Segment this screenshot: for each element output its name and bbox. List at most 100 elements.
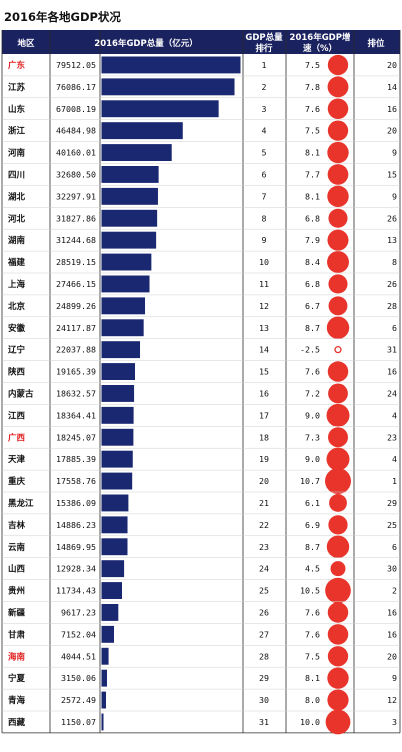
region-label: 宁夏 <box>8 673 26 684</box>
region-label: 山东 <box>8 104 26 115</box>
region-label: 安徽 <box>8 323 26 334</box>
table-row: 江西 18364.41 17 9.0 4 <box>2 403 400 427</box>
header-rank-line1: GDP总量 <box>245 32 283 43</box>
gdp-value-label: 1150.07 <box>61 717 96 727</box>
gdp-rank-label: 1 <box>262 60 267 70</box>
gdp-value-label: 17885.39 <box>56 454 96 464</box>
growth-rank-label: 13 <box>387 235 397 245</box>
gdp-bar <box>101 625 115 643</box>
growth-circle <box>327 361 349 382</box>
growth-rank-label: 1 <box>392 476 397 486</box>
gdp-value-label: 18364.41 <box>56 410 96 420</box>
table-row: 湖北 32297.91 7 8.1 9 <box>2 185 400 208</box>
growth-rank-label: 31 <box>387 345 397 355</box>
gdp-value-label: 28519.15 <box>56 257 96 267</box>
gdp-rank-label: 29 <box>259 673 269 683</box>
table-row: 辽宁 22037.88 14 -2.5 31 <box>2 338 400 359</box>
table-row: 广东 79512.05 1 7.5 20 <box>8 54 397 76</box>
gdp-bar <box>101 275 150 293</box>
gdp-value-label: 11734.43 <box>56 586 96 596</box>
table-row: 贵州 11734.43 25 10.5 2 <box>2 577 400 604</box>
gdp-rank-label: 24 <box>259 564 269 574</box>
gdp-value-label: 31244.68 <box>56 235 96 245</box>
growth-value-label: 6.7 <box>305 301 320 311</box>
growth-circle <box>327 164 349 185</box>
region-label: 浙江 <box>8 126 26 137</box>
growth-circle <box>326 535 350 558</box>
growth-rank-label: 25 <box>387 520 397 530</box>
gdp-rank-label: 19 <box>259 454 269 464</box>
growth-circle <box>326 316 350 339</box>
region-label: 重庆 <box>8 476 26 487</box>
region-label: 陕西 <box>8 367 26 378</box>
table-row: 河南 40160.01 5 8.1 9 <box>2 141 400 164</box>
gdp-rank-label: 22 <box>259 520 269 530</box>
growth-value-label: -2.5 <box>300 345 320 355</box>
growth-rank-label: 6 <box>392 323 397 333</box>
gdp-rank-label: 3 <box>262 104 267 114</box>
growth-value-label: 6.1 <box>305 498 320 508</box>
gdp-rank-label: 27 <box>259 629 269 639</box>
growth-circle <box>334 345 342 354</box>
gdp-value-label: 17558.76 <box>56 476 96 486</box>
growth-rank-label: 20 <box>387 60 397 70</box>
growth-rank-label: 16 <box>387 367 397 377</box>
growth-value-label: 7.5 <box>305 126 320 136</box>
region-label: 甘肃 <box>8 629 26 640</box>
region-label: 天津 <box>8 454 26 465</box>
gdp-bar <box>101 604 119 621</box>
region-label: 青海 <box>8 695 26 706</box>
gdp-value-label: 9617.23 <box>61 607 96 617</box>
gdp-value-label: 40160.01 <box>56 148 96 158</box>
gdp-rank-label: 21 <box>259 498 269 508</box>
region-label: 北京 <box>8 301 26 312</box>
gdp-bar <box>101 516 128 534</box>
growth-value-label: 7.6 <box>305 104 320 114</box>
gdp-bar <box>101 78 235 96</box>
region-label: 山西 <box>8 564 26 575</box>
growth-value-label: 7.6 <box>305 607 320 617</box>
table-row: 天津 17885.39 19 9.0 4 <box>2 447 400 471</box>
region-label: 上海 <box>8 279 26 290</box>
gdp-bar <box>101 231 157 249</box>
header-growth-line1: 2016年GDP增 <box>290 32 351 43</box>
table-row: 山西 12928.34 24 4.5 30 <box>2 557 400 578</box>
growth-circle <box>326 403 350 427</box>
gdp-bar <box>101 647 109 665</box>
gdp-rank-label: 6 <box>262 169 267 179</box>
gdp-value-label: 79512.05 <box>56 60 96 70</box>
gdp-rank-label: 15 <box>259 367 269 377</box>
gdp-rank-label: 7 <box>262 191 267 201</box>
growth-rank-label: 9 <box>392 673 397 683</box>
growth-value-label: 10.0 <box>300 717 320 727</box>
table-row: 河北 31827.86 8 6.8 26 <box>2 207 400 228</box>
growth-circle <box>327 98 349 119</box>
growth-value-label: 7.5 <box>305 60 320 70</box>
header-growth-rank: 排位 <box>367 38 385 49</box>
region-label: 内蒙古 <box>8 388 34 399</box>
growth-circle <box>326 447 350 471</box>
growth-value-label: 4.5 <box>305 564 320 574</box>
growth-value-label: 7.8 <box>305 82 320 92</box>
growth-circle <box>327 141 349 164</box>
growth-rank-label: 15 <box>387 169 397 179</box>
gdp-value-label: 4044.51 <box>61 651 96 661</box>
gdp-bar <box>101 406 134 424</box>
growth-value-label: 9.0 <box>305 454 320 464</box>
gdp-value-label: 31827.86 <box>56 213 96 223</box>
region-label: 云南 <box>8 542 26 553</box>
region-label: 贵州 <box>8 586 25 597</box>
table-row: 山东 67008.19 3 7.6 16 <box>2 97 400 119</box>
gdp-value-label: 24117.87 <box>56 323 96 333</box>
region-label: 河南 <box>8 148 26 159</box>
table-row: 海南 4044.51 28 7.5 20 <box>2 645 400 667</box>
growth-circle <box>325 468 351 495</box>
gdp-bar <box>101 187 158 205</box>
gdp-bar <box>101 538 128 556</box>
gdp-value-label: 12928.34 <box>56 564 96 574</box>
gdp-value-label: 19165.39 <box>56 367 96 377</box>
table-row: 安徽 24117.87 13 8.7 6 <box>2 316 400 339</box>
gdp-rank-label: 26 <box>259 607 269 617</box>
gdp-bar <box>101 209 158 227</box>
gdp-rank-label: 25 <box>259 586 269 596</box>
